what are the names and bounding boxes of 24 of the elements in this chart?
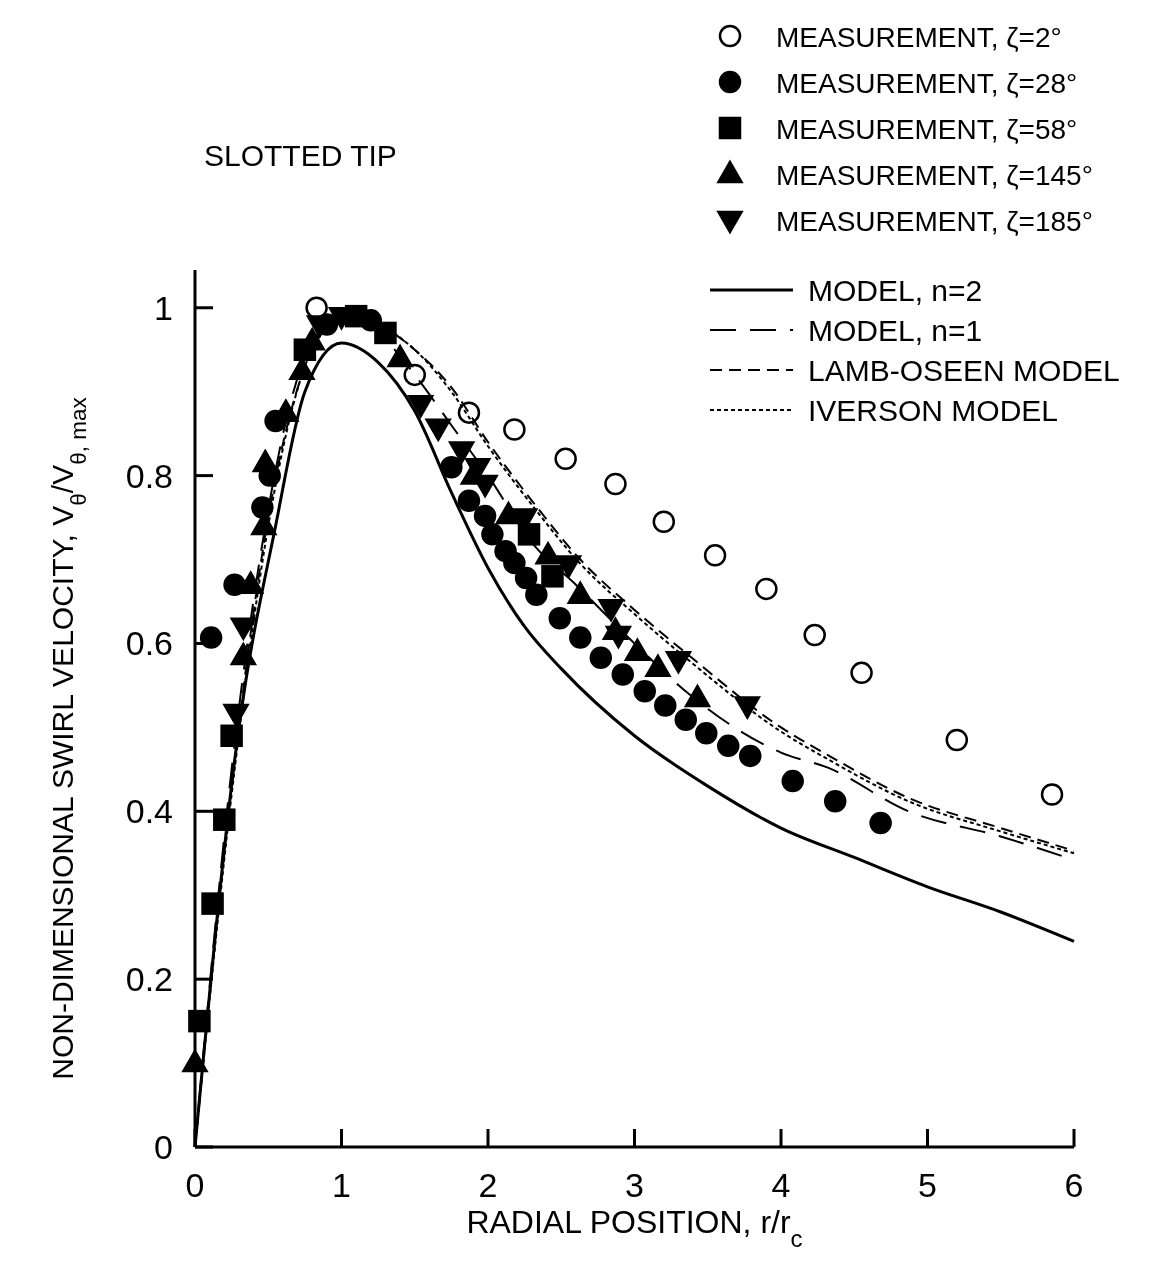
y-tick-label: 0.4 — [125, 792, 173, 831]
y-tick-label: 0.6 — [125, 624, 173, 663]
legend-label: MODEL, n=2 — [808, 274, 983, 307]
legend-label: MEASUREMENT, ζ=28° — [776, 68, 1078, 99]
legend-label: IVERSON MODEL — [808, 394, 1059, 427]
x-axis-title: RADIAL POSITION, r/r$_{c}$ — [466, 1204, 803, 1252]
x-tick-label: 1 — [332, 1166, 351, 1204]
y-tick-label: 0.2 — [125, 960, 173, 999]
x-tick-label: 4 — [771, 1166, 791, 1204]
legend-label: MODEL, n=1 — [808, 314, 983, 347]
x-tick-label: 3 — [625, 1166, 644, 1204]
y-tick-label: 0.8 — [125, 456, 173, 495]
legend-label: MEASUREMENT, ζ=2° — [776, 22, 1062, 53]
legend-label: LAMB-OSEEN MODEL — [808, 354, 1120, 387]
y-tick-label: 0 — [154, 1128, 173, 1166]
x-tick-label: 0 — [185, 1166, 205, 1204]
y-tick-label: 1 — [154, 288, 173, 327]
legend-label: MEASUREMENT, ζ=58° — [776, 114, 1078, 145]
x-tick-label: 6 — [1064, 1166, 1084, 1204]
chart-title: SLOTTED TIP — [204, 139, 397, 172]
legend-label: MEASUREMENT, ζ=185° — [776, 206, 1093, 237]
legend-label: MEASUREMENT, ζ=145° — [776, 160, 1093, 191]
x-tick-label: 2 — [478, 1166, 498, 1204]
x-tick-label: 5 — [918, 1166, 937, 1204]
